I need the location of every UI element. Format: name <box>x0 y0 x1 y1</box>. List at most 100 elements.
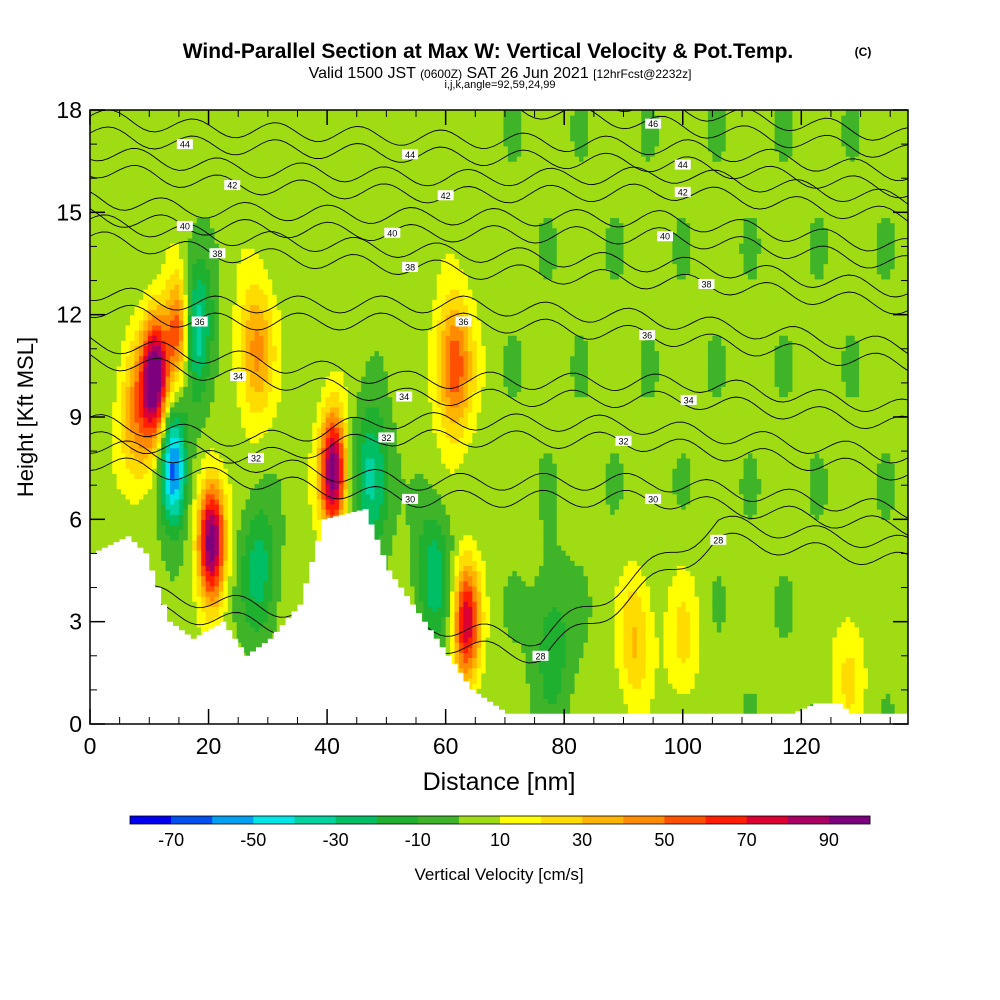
velocity-cell <box>223 498 229 505</box>
velocity-cell <box>94 166 100 172</box>
velocity-cell <box>147 176 153 183</box>
velocity-cell <box>130 248 136 254</box>
velocity-cell <box>214 150 220 157</box>
velocity-cell <box>130 207 136 213</box>
velocity-cell <box>201 432 207 439</box>
velocity-cell <box>94 207 100 213</box>
velocity-cell <box>116 278 122 285</box>
velocity-cell <box>196 447 202 454</box>
velocity-cell <box>232 611 238 618</box>
velocity-cell <box>121 294 127 300</box>
velocity-cell <box>147 550 153 556</box>
velocity-cell <box>138 145 144 152</box>
velocity-cell <box>161 314 167 321</box>
velocity-cell <box>223 555 229 561</box>
velocity-cell <box>263 498 269 505</box>
velocity-cell <box>165 406 171 413</box>
velocity-cell <box>227 621 233 628</box>
velocity-cell <box>90 519 96 526</box>
velocity-cell <box>134 519 140 526</box>
velocity-cell <box>236 442 242 449</box>
velocity-cell <box>232 396 238 403</box>
velocity-cell <box>112 120 118 126</box>
velocity-cell <box>170 544 176 551</box>
velocity-cell <box>227 319 233 326</box>
velocity-cell <box>170 217 176 224</box>
velocity-cell <box>236 590 242 597</box>
velocity-cell <box>250 273 256 280</box>
velocity-cell <box>112 529 118 536</box>
velocity-cell <box>90 181 96 188</box>
velocity-cell <box>241 263 247 270</box>
velocity-cell <box>138 278 144 285</box>
velocity-cell <box>178 447 184 454</box>
velocity-cell <box>174 212 180 219</box>
velocity-cell <box>152 237 158 244</box>
velocity-cell <box>205 432 211 439</box>
velocity-cell <box>236 243 242 249</box>
velocity-cell <box>178 283 184 290</box>
velocity-cell <box>125 468 131 474</box>
velocity-cell <box>258 488 264 495</box>
velocity-cell <box>201 161 207 167</box>
velocity-cell <box>258 319 264 326</box>
velocity-cell <box>147 243 153 249</box>
velocity-cell <box>170 575 176 582</box>
velocity-cell <box>210 135 216 142</box>
velocity-cell <box>94 335 100 341</box>
velocity-cell <box>258 560 264 566</box>
velocity-cell <box>147 309 153 316</box>
velocity-cell <box>218 181 224 188</box>
velocity-cell <box>272 468 278 474</box>
velocity-cell <box>201 110 207 116</box>
velocity-cell <box>121 176 127 183</box>
velocity-cell <box>267 222 273 229</box>
velocity-cell <box>134 314 140 321</box>
velocity-cell <box>245 156 251 162</box>
velocity-cell <box>103 237 109 244</box>
velocity-cell <box>223 539 229 546</box>
velocity-cell <box>134 268 140 275</box>
velocity-cell <box>156 565 162 572</box>
velocity-cell <box>223 237 229 244</box>
velocity-cell <box>241 580 247 587</box>
velocity-cell <box>112 422 118 428</box>
velocity-cell <box>94 222 100 229</box>
velocity-cell <box>210 294 216 300</box>
velocity-cell <box>98 468 104 474</box>
velocity-cell <box>210 324 216 331</box>
velocity-cell <box>183 150 189 157</box>
velocity-cell <box>178 191 184 198</box>
velocity-cell <box>170 196 176 203</box>
velocity-cell <box>178 309 184 316</box>
velocity-cell <box>147 299 153 306</box>
velocity-cell <box>143 156 149 162</box>
velocity-cell <box>214 140 220 147</box>
velocity-cell <box>205 263 211 270</box>
velocity-cell <box>116 227 122 234</box>
velocity-cell <box>143 294 149 300</box>
velocity-cell <box>210 524 216 531</box>
velocity-cell <box>210 376 216 382</box>
velocity-cell <box>245 519 251 526</box>
velocity-cell <box>196 166 202 172</box>
velocity-cell <box>192 283 198 290</box>
velocity-cell <box>103 263 109 270</box>
velocity-cell <box>272 621 278 628</box>
velocity-cell <box>125 299 131 306</box>
velocity-cell <box>205 166 211 172</box>
velocity-cell <box>156 314 162 321</box>
velocity-cell <box>130 176 136 183</box>
velocity-cell <box>241 273 247 280</box>
velocity-cell <box>210 289 216 295</box>
velocity-cell <box>103 130 109 137</box>
velocity-cell <box>245 611 251 618</box>
velocity-cell <box>241 217 247 224</box>
velocity-cell <box>254 473 260 479</box>
velocity-cell <box>196 544 202 551</box>
velocity-cell <box>130 202 136 208</box>
velocity-cell <box>130 283 136 290</box>
velocity-cell <box>245 637 251 643</box>
velocity-cell <box>143 365 149 372</box>
velocity-cell <box>201 468 207 474</box>
